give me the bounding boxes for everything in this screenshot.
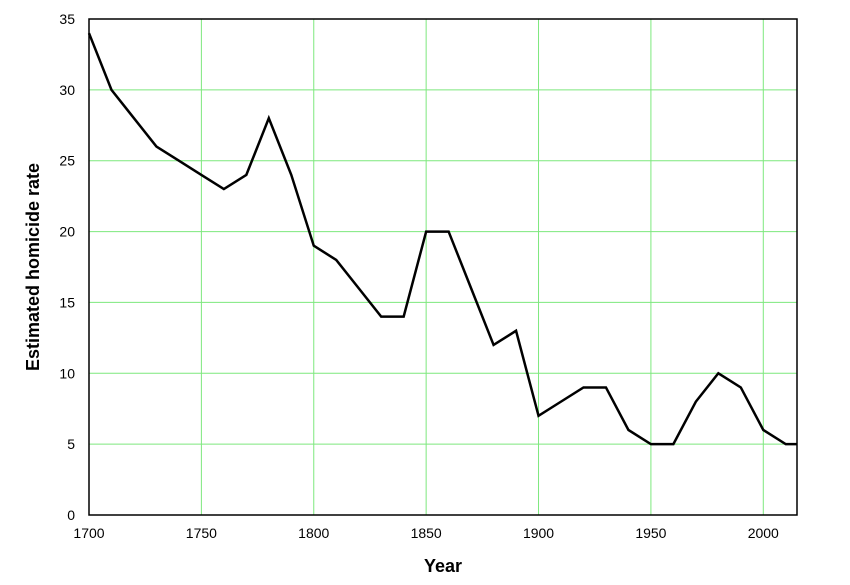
x-tick-label: 1950 <box>635 525 666 541</box>
plot-frame <box>88 18 798 516</box>
y-tick-label: 5 <box>67 436 75 452</box>
y-tick-label: 0 <box>67 507 75 523</box>
y-tick-label: 15 <box>59 294 75 310</box>
x-tick-label: 1750 <box>186 525 217 541</box>
x-tick-label: 2000 <box>748 525 779 541</box>
x-tick-label: 1700 <box>73 525 104 541</box>
y-tick-label: 25 <box>59 153 75 169</box>
x-tick-label: 1900 <box>523 525 554 541</box>
y-tick-label: 10 <box>59 365 75 381</box>
y-tick-label: 30 <box>59 82 75 98</box>
y-axis-title: Estimated homicide rate <box>23 163 43 371</box>
x-tick-label: 1850 <box>411 525 442 541</box>
x-tick-label: 1800 <box>298 525 329 541</box>
y-tick-label: 20 <box>59 224 75 240</box>
y-tick-label: 35 <box>59 11 75 27</box>
x-axis-title: Year <box>424 556 462 576</box>
data-line <box>87 32 797 446</box>
